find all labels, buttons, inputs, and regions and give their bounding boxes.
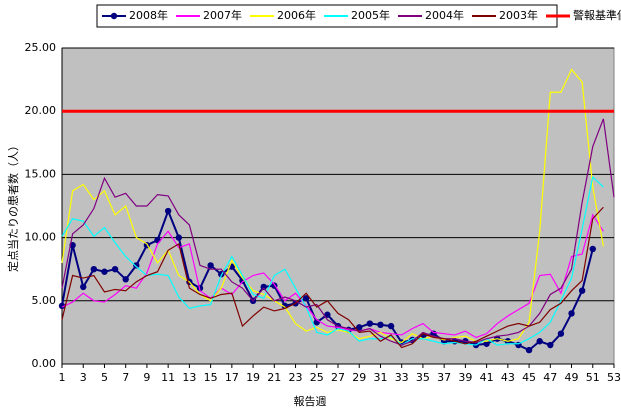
legend-label: 2005年: [351, 8, 390, 22]
x-tick-label: 47: [543, 371, 557, 384]
x-tick-label: 13: [182, 371, 196, 384]
y-tick-label: 10.00: [25, 231, 57, 244]
y-tick-label: 0.00: [32, 357, 57, 370]
point: [207, 262, 214, 269]
x-tick-label: 7: [122, 371, 129, 384]
x-tick-label: 3: [80, 371, 87, 384]
x-tick-label: 9: [143, 371, 150, 384]
x-tick-label: 29: [352, 371, 366, 384]
x-tick-label: 45: [522, 371, 536, 384]
point: [80, 283, 87, 291]
point: [589, 245, 596, 253]
point: [58, 302, 66, 310]
x-tick-label: 19: [246, 371, 260, 384]
point: [547, 341, 554, 349]
y-axis-title: 定点当たりの患者数（人）: [6, 140, 20, 272]
x-tick-label: 41: [480, 371, 494, 384]
point: [302, 295, 310, 302]
x-tick-label: 37: [437, 371, 451, 384]
point: [164, 207, 172, 215]
x-tick-label: 1: [59, 371, 66, 384]
point: [483, 340, 490, 347]
x-tick-label: 35: [416, 371, 430, 384]
y-tick-label: 25.00: [25, 41, 57, 54]
point: [387, 322, 395, 330]
series-line: [61, 118, 615, 346]
x-tick-label: 27: [331, 371, 345, 384]
legend-label: 2003年: [499, 8, 538, 22]
x-axis-title: 報告週: [294, 395, 327, 408]
y-tick-label: 15.00: [25, 167, 57, 180]
x-tick-label: 5: [101, 371, 108, 384]
x-tick-label: 51: [586, 371, 600, 384]
x-tick-label: 53: [607, 371, 621, 384]
point: [525, 346, 533, 354]
x-tick-label: 43: [501, 371, 515, 384]
legend-label: 2004年: [425, 8, 464, 22]
series-line: [61, 175, 604, 346]
y-tick-label: 5.00: [32, 294, 57, 307]
x-tick-label: 49: [565, 371, 579, 384]
y-tick-label: 20.00: [25, 104, 57, 117]
legend-label: 2006年: [277, 8, 316, 22]
point: [175, 234, 182, 241]
point: [578, 287, 586, 294]
legend-label: 2008年: [129, 8, 168, 22]
x-tick-label: 11: [161, 371, 175, 384]
plot-area: [61, 47, 615, 365]
legend-marker: [110, 12, 118, 20]
x-tick-label: 17: [225, 371, 239, 384]
point: [111, 266, 119, 273]
x-tick-label: 15: [204, 371, 218, 384]
point: [324, 311, 331, 318]
point: [260, 283, 267, 291]
x-tick-label: 33: [395, 371, 409, 384]
series-line: [61, 213, 604, 339]
point: [154, 236, 161, 244]
x-tick-label: 23: [289, 371, 303, 384]
series-line: [61, 206, 604, 349]
point: [536, 338, 543, 345]
point: [366, 320, 374, 327]
x-tick-label: 21: [267, 371, 281, 384]
x-tick-label: 25: [310, 371, 324, 384]
point: [568, 310, 575, 317]
legend-label: 警報基準値: [573, 8, 621, 22]
point: [101, 268, 108, 275]
x-tick-label: 39: [458, 371, 472, 384]
x-tick-label: 31: [373, 371, 387, 384]
point: [122, 276, 129, 283]
point: [133, 262, 140, 269]
point: [557, 330, 565, 337]
point: [356, 324, 363, 331]
point: [90, 266, 98, 273]
legend-label: 2007年: [203, 8, 242, 22]
point: [377, 321, 384, 329]
